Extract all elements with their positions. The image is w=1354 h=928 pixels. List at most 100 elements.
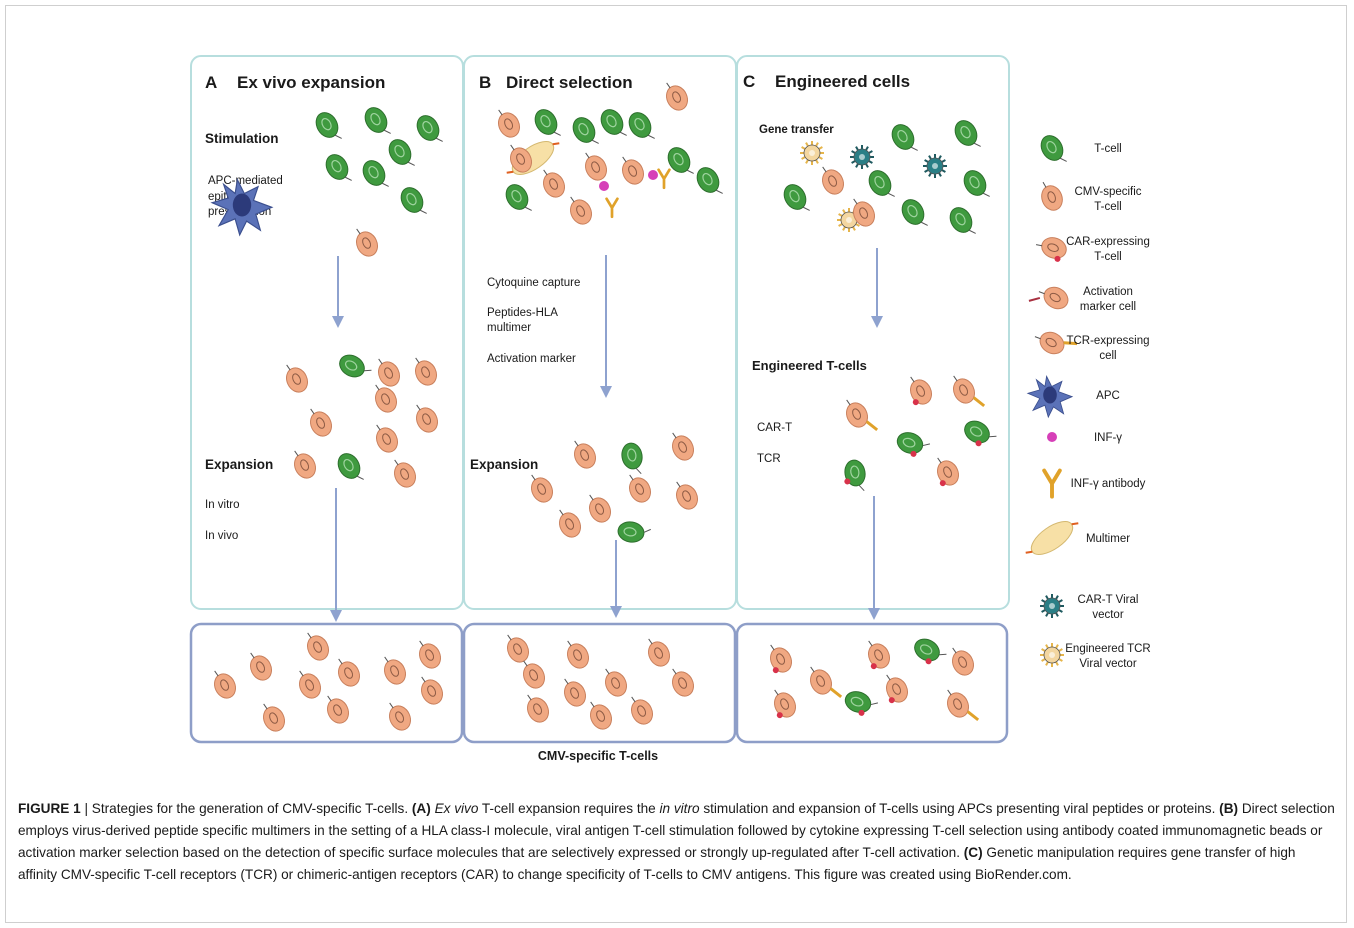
cmv-specific-t-cell bbox=[244, 647, 275, 683]
in-vitro-label: In vitro bbox=[205, 499, 240, 511]
cmv-specific-t-cell bbox=[840, 394, 877, 440]
cmv-specific-t-cell bbox=[321, 690, 352, 726]
strategy-diagram: A Ex vivo expansion Stimulation APC-medi… bbox=[0, 0, 1354, 800]
cmv-specific-t-cell bbox=[388, 454, 419, 490]
legend-label-car-expressing-t-cell: CAR-expressing bbox=[1066, 236, 1150, 248]
t-cell bbox=[359, 157, 392, 195]
panel-a-letter: A bbox=[205, 73, 217, 92]
t-cell bbox=[910, 635, 949, 670]
apc-icon bbox=[1028, 376, 1072, 417]
t-cell bbox=[620, 441, 645, 476]
cmv-specific-t-cell bbox=[804, 661, 841, 707]
cmv-specific-t-cell bbox=[415, 671, 446, 707]
caption-a-italic1: Ex vivo bbox=[435, 801, 479, 816]
legend-label-activation-marker-cell: Activation bbox=[1083, 286, 1133, 298]
inf-gamma-icon bbox=[1047, 432, 1057, 442]
result-label: CMV-specific T-cells bbox=[538, 749, 658, 763]
legend-label-inf-gamma-antibody: INF-γ antibody bbox=[1071, 478, 1146, 490]
t-cell bbox=[385, 136, 418, 174]
t-cell bbox=[946, 204, 979, 242]
car-t-label: CAR-T bbox=[757, 422, 792, 434]
inf-gamma-antibody-icon bbox=[1044, 471, 1060, 497]
cmv-specific-t-cell bbox=[642, 633, 673, 669]
cytoquine-label: Cytoquine capture bbox=[487, 277, 580, 289]
cmv-specific-t-cell bbox=[301, 627, 332, 663]
cmv-specific-t-cell bbox=[666, 427, 697, 463]
t-cell bbox=[336, 351, 374, 384]
cmv-specific-t-cell bbox=[599, 663, 630, 699]
inf-gamma-icon bbox=[599, 181, 609, 191]
cmv-specific-t-cell bbox=[941, 684, 978, 730]
cmv-specific-t-cell bbox=[930, 452, 963, 489]
cmv-specific-t-cell bbox=[537, 164, 568, 200]
legend: T-cell CMV-specific T-cell CAR-expressing T-… bbox=[1021, 132, 1151, 670]
cmv-specific-t-cell bbox=[521, 689, 552, 725]
legend-sublabel-tcr-expressing-cell: cell bbox=[1099, 350, 1116, 362]
t-cell bbox=[597, 106, 630, 144]
cmv-specific-t-cell bbox=[666, 663, 697, 699]
panel-c-letter: C bbox=[743, 72, 755, 91]
cmv-specific-t-cell bbox=[947, 370, 984, 416]
legend-label-inf-gamma: INF-γ bbox=[1094, 432, 1122, 444]
cmv-specific-t-cell bbox=[410, 399, 441, 435]
cmv-specific-t-cell bbox=[293, 665, 324, 701]
activation-marker-cell-icon bbox=[1029, 278, 1072, 318]
cmv-specific-t-cell bbox=[525, 469, 556, 505]
cmv-specific-t-cell bbox=[579, 147, 610, 183]
t-cell bbox=[616, 520, 651, 545]
cmv-specific-t-cell bbox=[288, 445, 319, 481]
inf-gamma-antibody-icon bbox=[607, 199, 618, 217]
expansion-b-label: Expansion bbox=[470, 457, 538, 472]
cmv-specific-t-cell bbox=[558, 673, 589, 709]
t-cell bbox=[898, 196, 931, 234]
legend-sublabel-activation-marker-cell: marker cell bbox=[1080, 301, 1136, 313]
t-cell bbox=[361, 104, 394, 142]
cmv-specific-t-cell bbox=[879, 669, 912, 706]
t-cell bbox=[322, 151, 355, 189]
caption-a-label: (A) bbox=[412, 801, 431, 816]
t-cell bbox=[951, 117, 984, 155]
result-c-frame bbox=[737, 624, 1007, 742]
t-cell bbox=[531, 106, 564, 144]
engineered-tcells-label: Engineered T-cells bbox=[752, 358, 867, 373]
cmv-specific-t-cell bbox=[625, 691, 656, 727]
panel-c-title: Engineered cells bbox=[775, 72, 910, 91]
car-t-viral-vector-icon bbox=[850, 145, 874, 169]
legend-sublabel-car-expressing-t-cell: T-cell bbox=[1094, 251, 1121, 263]
cmv-specific-t-cell bbox=[584, 696, 615, 732]
cmv-specific-t-cell bbox=[280, 359, 311, 395]
cmv-specific-t-cell bbox=[304, 403, 335, 439]
gene-transfer-label: Gene transfer bbox=[759, 124, 834, 136]
t-cell bbox=[502, 181, 535, 219]
legend-label-car-t-viral-vector: CAR-T Viral bbox=[1078, 594, 1139, 606]
cmv-specific-t-cell bbox=[561, 635, 592, 671]
legend-label-multimer: Multimer bbox=[1086, 533, 1130, 545]
t-cell bbox=[693, 164, 726, 202]
t-cell bbox=[312, 109, 345, 147]
cmv-specific-t-cell bbox=[670, 476, 701, 512]
t-cell-icon bbox=[1037, 132, 1070, 170]
cmv-specific-t-cell bbox=[332, 653, 363, 689]
t-cell bbox=[960, 167, 993, 205]
activation-label: Activation marker bbox=[487, 353, 576, 365]
cmv-specific-t-cell bbox=[501, 629, 532, 665]
expansion-a-label: Expansion bbox=[205, 457, 273, 472]
cmv-specific-t-cell bbox=[378, 651, 409, 687]
cmv-specific-t-cell bbox=[767, 684, 800, 721]
in-vivo-label: In vivo bbox=[205, 530, 238, 542]
cmv-specific-t-cell bbox=[861, 635, 894, 672]
caption-a-italic2: in vitro bbox=[660, 801, 700, 816]
inf-gamma-icon bbox=[648, 170, 658, 180]
cmv-specific-t-cell bbox=[568, 435, 599, 471]
inf-gamma-antibody-icon bbox=[659, 170, 670, 188]
t-cell bbox=[842, 688, 880, 720]
cmv-specific-t-cell bbox=[816, 161, 847, 197]
cmv-specific-t-cell bbox=[946, 642, 977, 678]
panel-a-title: Ex vivo expansion bbox=[237, 73, 385, 92]
t-cell bbox=[960, 417, 999, 452]
caption-c-label: (C) bbox=[964, 845, 983, 860]
caption-a-text2: stimulation and expansion of T-cells usi… bbox=[700, 801, 1220, 816]
engineered-tcr-viral-vector-icon bbox=[800, 141, 824, 165]
car-t-viral-vector-icon bbox=[923, 154, 947, 178]
t-cell bbox=[569, 114, 602, 152]
